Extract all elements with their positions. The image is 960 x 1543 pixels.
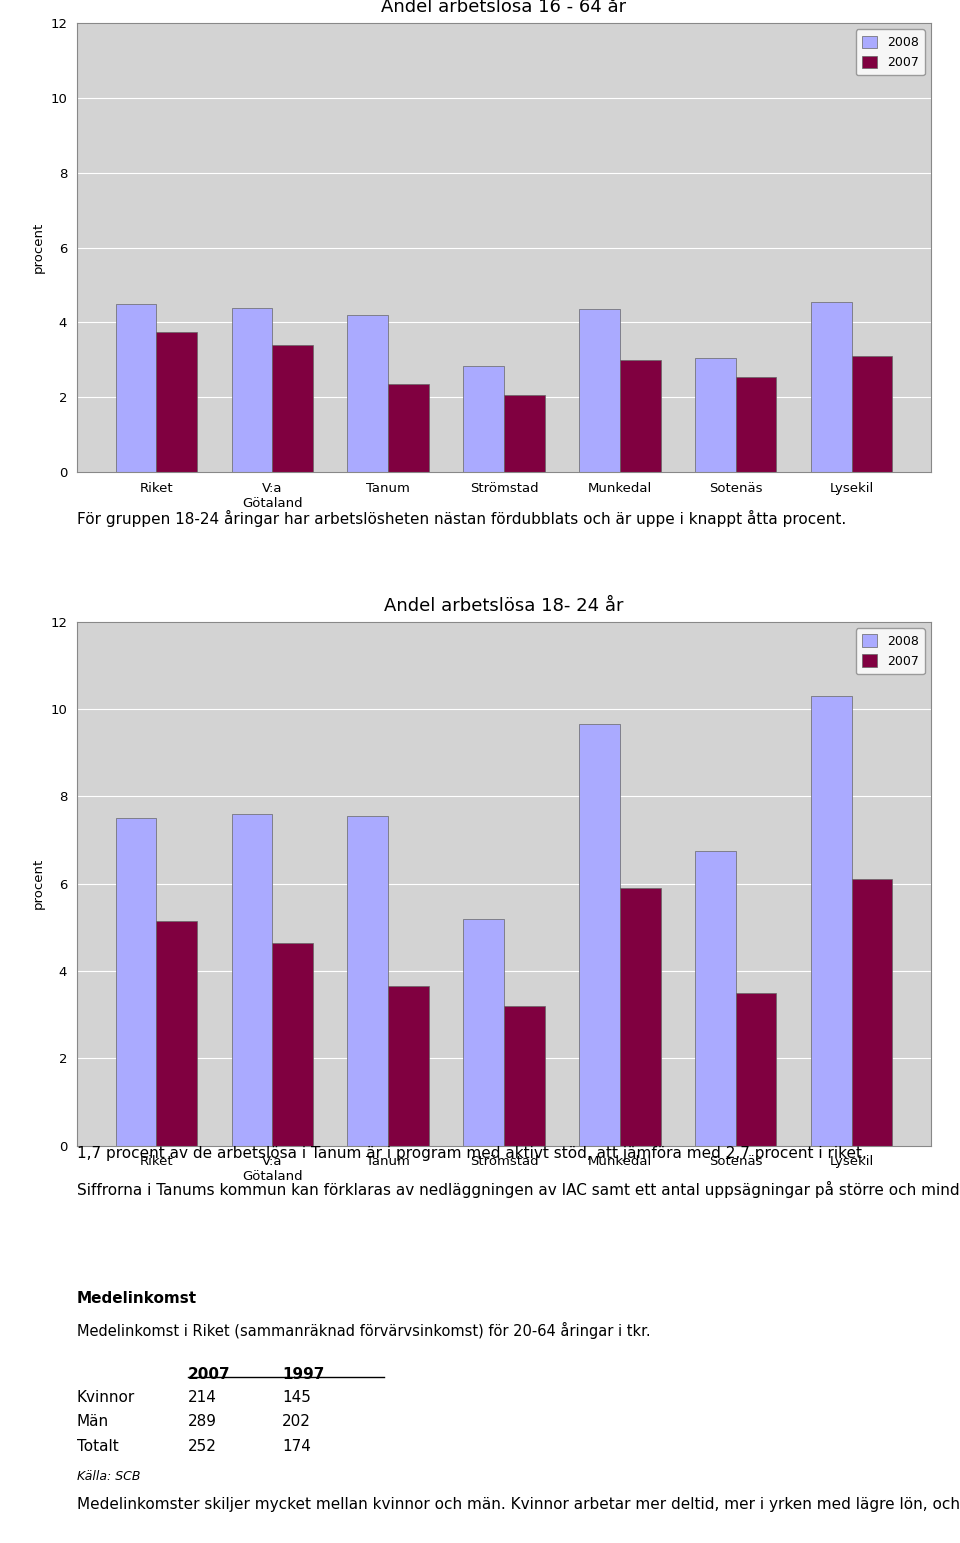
Bar (811, 302, 852, 472)
Legend: 2008, 2007: 2008, 2007 (855, 628, 924, 674)
Legend: 2008, 2007: 2008, 2007 (855, 29, 924, 76)
Bar (348, 816, 388, 1145)
Bar (272, 346, 313, 472)
Bar (348, 315, 388, 472)
Title: Andel arbetslösa 16 - 64 år: Andel arbetslösa 16 - 64 år (381, 0, 627, 15)
Y-axis label: procent: procent (32, 222, 44, 273)
Y-axis label: procent: procent (32, 858, 44, 909)
Bar (504, 395, 544, 472)
Text: Medelinkomster skiljer mycket mellan kvinnor och män. Kvinnor arbetar mer deltid: Medelinkomster skiljer mycket mellan kvi… (77, 1497, 960, 1512)
Bar (504, 1006, 544, 1145)
Bar (579, 724, 620, 1145)
Bar (464, 366, 504, 472)
Text: 1,7 procent av de arbetslösa i Tanum är i program med aktivt stöd, att jämföra m: 1,7 procent av de arbetslösa i Tanum är … (77, 1145, 960, 1197)
Bar (156, 921, 197, 1145)
Bar (115, 818, 156, 1145)
Bar (620, 360, 660, 472)
Text: 214: 214 (188, 1390, 217, 1404)
Bar (115, 304, 156, 472)
Text: Medelinkomst i Riket (sammanräknad förvärvsinkomst) för 20-64 åringar i tkr.: Medelinkomst i Riket (sammanräknad förvä… (77, 1322, 651, 1339)
Bar (388, 384, 429, 472)
Text: 174: 174 (282, 1440, 311, 1454)
Text: Totalt: Totalt (77, 1440, 118, 1454)
Bar (579, 310, 620, 472)
Text: Medelinkomst: Medelinkomst (77, 1291, 197, 1305)
Text: För gruppen 18-24 åringar har arbetslösheten nästan fördubblats och är uppe i kn: För gruppen 18-24 åringar har arbetslösh… (77, 509, 846, 526)
Text: 1997: 1997 (282, 1367, 324, 1383)
Text: Källa: SCB: Källa: SCB (77, 1470, 140, 1483)
Bar (231, 307, 272, 472)
Bar (620, 889, 660, 1145)
Bar (695, 852, 736, 1145)
Bar (736, 992, 777, 1145)
Text: 252: 252 (188, 1440, 217, 1454)
Bar (272, 943, 313, 1145)
Text: 289: 289 (188, 1415, 217, 1429)
Text: Kvinnor: Kvinnor (77, 1390, 135, 1404)
Bar (811, 696, 852, 1145)
Bar (464, 918, 504, 1145)
Bar (231, 813, 272, 1145)
Bar (156, 332, 197, 472)
Bar (852, 880, 893, 1145)
Bar (388, 986, 429, 1145)
Bar (736, 376, 777, 472)
Text: 145: 145 (282, 1390, 311, 1404)
Bar (695, 358, 736, 472)
Text: Män: Män (77, 1415, 108, 1429)
Bar (852, 356, 893, 472)
Title: Andel arbetslösa 18- 24 år: Andel arbetslösa 18- 24 år (384, 597, 624, 614)
Text: 2007: 2007 (188, 1367, 230, 1383)
Text: 202: 202 (282, 1415, 311, 1429)
